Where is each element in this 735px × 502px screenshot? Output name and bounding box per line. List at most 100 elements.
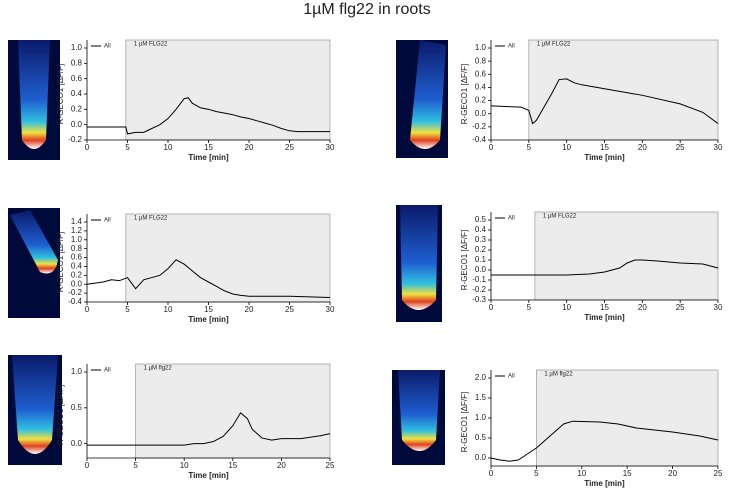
x-tick-label: 20 bbox=[638, 143, 647, 152]
y-axis-label: R-GECO1 [ΔF/F] bbox=[56, 64, 65, 124]
root-shape bbox=[12, 355, 58, 454]
treatment-region bbox=[125, 39, 331, 141]
data-line bbox=[490, 420, 719, 462]
y-tick-label: 0.5 bbox=[71, 403, 83, 412]
x-tick-label: 15 bbox=[623, 469, 632, 478]
y-tick-label: 1.4 bbox=[71, 217, 83, 226]
y-tick-label: 0.4 bbox=[475, 225, 487, 234]
y-tick-label: 0.3 bbox=[475, 235, 487, 244]
y-tick-label: 0.0 bbox=[475, 109, 487, 118]
annotation: 1 µM FLG22 bbox=[537, 42, 571, 48]
y-tick-label: 0.4 bbox=[475, 83, 487, 92]
y-tick-label: 0.2 bbox=[71, 270, 83, 279]
y-tick-label: 0.0 bbox=[71, 120, 83, 129]
chart: 1 µM FLG22 0 5 10 15 20 25 30 -0.3-0.2-0.10.00.1… bbox=[460, 211, 723, 322]
x-tick-label: 20 bbox=[245, 305, 254, 314]
x-tick-label: 20 bbox=[638, 303, 647, 312]
x-tick-label: 10 bbox=[164, 305, 173, 314]
y-tick-label: 0.8 bbox=[475, 56, 487, 65]
x-tick-label: 0 bbox=[489, 469, 494, 478]
y-tick-label: 0.6 bbox=[71, 253, 83, 262]
treatment-region bbox=[534, 211, 719, 301]
x-tick-label: 5 bbox=[133, 461, 138, 470]
x-axis-label: Time [min] bbox=[584, 313, 625, 322]
annotation: 1 µM FLG22 bbox=[543, 214, 577, 220]
y-tick-label: 0.8 bbox=[71, 244, 83, 253]
treatment-region bbox=[536, 369, 719, 467]
x-tick-label: 5 bbox=[527, 303, 532, 312]
y-axis-label: R-GECO1 [ΔF/F] bbox=[460, 392, 469, 452]
y-axis-label: R-GECO1 [ΔF/F] bbox=[56, 385, 65, 445]
x-tick-label: 5 bbox=[534, 469, 539, 478]
y-tick-label: 1.0 bbox=[71, 235, 83, 244]
x-tick-label: 20 bbox=[245, 143, 254, 152]
figure-title: 1µM flg22 in roots bbox=[303, 1, 431, 18]
x-axis-label: Time [min] bbox=[188, 153, 229, 162]
annotation: 1 µM FLG22 bbox=[134, 42, 168, 48]
root-shape bbox=[398, 370, 440, 451]
x-tick-label: 5 bbox=[125, 305, 130, 314]
y-tick-label: -0.3 bbox=[472, 295, 486, 304]
y-tick-label: 1.0 bbox=[475, 413, 487, 422]
chart: 1 µM flg22 0 5 10 15 20 25 0.0 0.5 1.0 1.5 2.0 Time … bbox=[460, 369, 723, 488]
x-tick-label: 25 bbox=[285, 305, 294, 314]
data-line bbox=[87, 412, 331, 446]
y-tick-label: -0.2 bbox=[68, 135, 82, 144]
legend-label: All bbox=[508, 44, 515, 50]
y-tick-label: 0.0 bbox=[475, 265, 487, 274]
x-tick-label: 25 bbox=[714, 469, 723, 478]
y-axis-label: R-GECO1 [ΔF/F] bbox=[56, 232, 65, 292]
treatment-region bbox=[528, 39, 719, 141]
x-tick-label: 25 bbox=[285, 143, 294, 152]
y-tick-label: 0.1 bbox=[475, 255, 487, 264]
y-tick-label: 0.0 bbox=[475, 453, 487, 462]
x-tick-label: 15 bbox=[204, 305, 213, 314]
root-shape bbox=[410, 40, 446, 149]
x-axis-label: Time [min] bbox=[584, 153, 625, 162]
data-line bbox=[86, 259, 331, 299]
y-tick-label: 0.2 bbox=[475, 245, 487, 254]
legend-label: All bbox=[508, 374, 515, 380]
y-tick-label: 0.6 bbox=[71, 74, 83, 83]
legend-label: All bbox=[104, 218, 111, 224]
x-tick-label: 15 bbox=[600, 303, 609, 312]
y-tick-label: 1.0 bbox=[475, 43, 487, 52]
root-shape bbox=[10, 210, 58, 274]
y-tick-label: 1.0 bbox=[71, 367, 83, 376]
y-tick-label: -0.2 bbox=[472, 122, 486, 131]
x-tick-label: 25 bbox=[676, 303, 685, 312]
y-tick-label: 0.0 bbox=[71, 439, 83, 448]
y-tick-label: 0.4 bbox=[71, 262, 83, 271]
x-tick-label: 30 bbox=[714, 303, 723, 312]
y-tick-label: -0.2 bbox=[68, 288, 82, 297]
data-line bbox=[491, 259, 719, 276]
chart: 1 µM flg22 0 5 10 15 20 25 0.0 0.5 1.0 Time [min] R… bbox=[56, 363, 335, 480]
x-tick-label: 0 bbox=[489, 143, 494, 152]
x-tick-label: 0 bbox=[85, 461, 90, 470]
treatment-region bbox=[135, 363, 331, 459]
x-axis-label: Time [min] bbox=[584, 479, 625, 488]
y-tick-label: -0.1 bbox=[472, 275, 486, 284]
chart: 1 µM FLG22 0 5 10 15 20 25 30 -0.2 0.0 0.2 0.4 0.6 0.… bbox=[56, 39, 335, 162]
y-tick-label: 0.2 bbox=[475, 96, 487, 105]
annotation: 1 µM flg22 bbox=[544, 372, 573, 378]
x-tick-label: 20 bbox=[668, 469, 677, 478]
annotation: 1 µM FLG22 bbox=[134, 216, 168, 222]
x-tick-label: 20 bbox=[277, 461, 286, 470]
x-tick-label: 10 bbox=[562, 303, 571, 312]
y-tick-label: 2.0 bbox=[475, 373, 487, 382]
root-shape bbox=[400, 205, 438, 310]
x-tick-label: 30 bbox=[326, 143, 335, 152]
root-shape bbox=[18, 40, 50, 149]
x-tick-label: 30 bbox=[714, 143, 723, 152]
x-tick-label: 25 bbox=[676, 143, 685, 152]
legend-label: All bbox=[104, 44, 111, 50]
treatment-region bbox=[125, 213, 331, 303]
y-tick-label: 0.0 bbox=[71, 279, 83, 288]
y-tick-label: 0.4 bbox=[71, 89, 83, 98]
y-tick-label: -0.2 bbox=[472, 285, 486, 294]
x-tick-label: 0 bbox=[489, 303, 494, 312]
